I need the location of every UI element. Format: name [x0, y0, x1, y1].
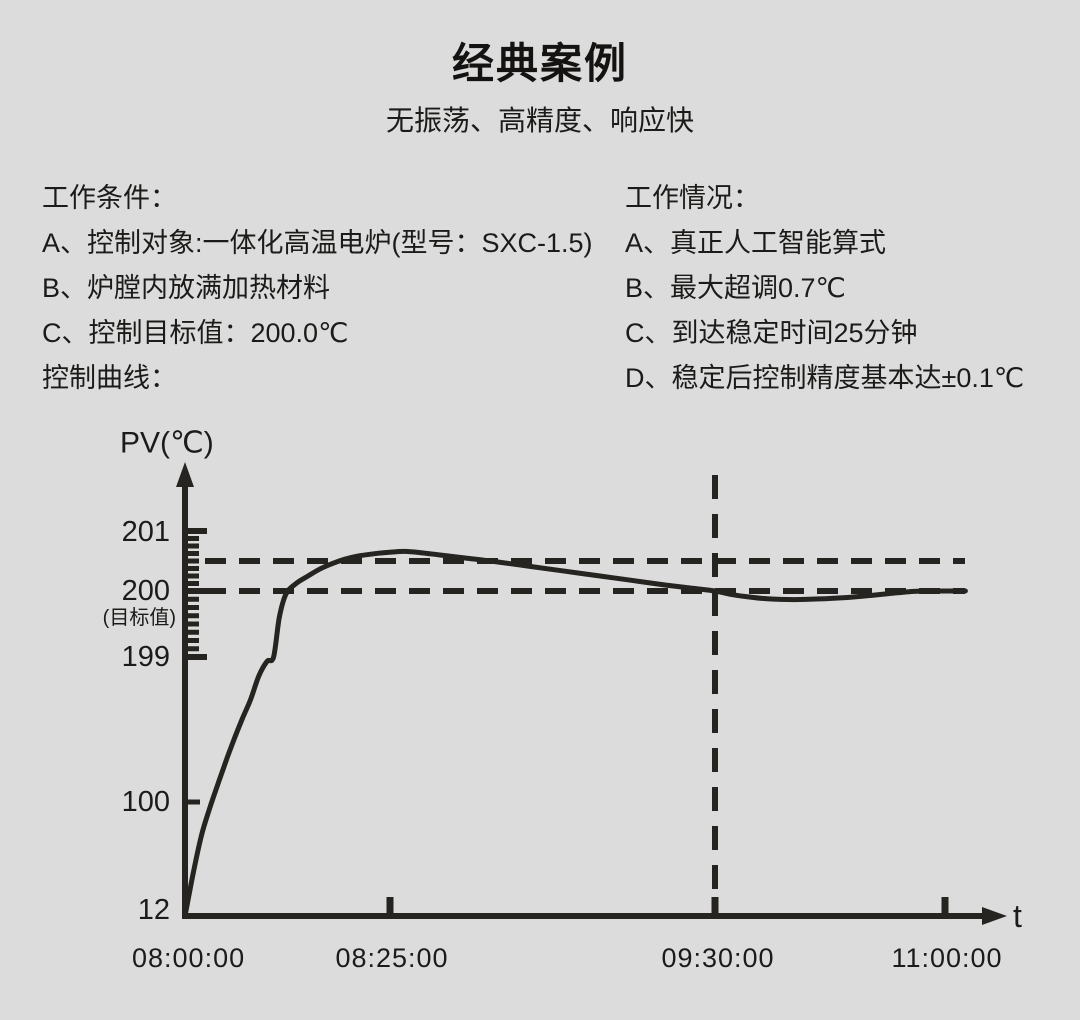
x-axis-title: t: [1013, 898, 1022, 934]
x-tick-label-1: 08:25:00: [335, 943, 448, 973]
condition-item-b: B、炉膛内放满加热材料: [42, 273, 331, 303]
working-results-heading: 工作情况：: [625, 183, 760, 213]
x-tick-label-3: 11:00:00: [891, 943, 1002, 973]
y-tick-label-12: 12: [138, 894, 170, 926]
x-axis-arrow: [982, 907, 1007, 925]
working-conditions-heading: 工作条件：: [42, 183, 177, 213]
y-tick-label-201: 201: [122, 516, 170, 548]
working-results-block: 工作情况： A、真正人工智能算式 B、最大超调0.7℃ C、到达稳定时间25分钟…: [625, 176, 1024, 401]
page-title: 经典案例: [451, 40, 628, 87]
working-conditions-block: 工作条件： A、控制对象:一体化高温电炉(型号：SXC-1.5) B、炉膛内放满…: [42, 176, 593, 401]
x-tick-label-2: 09:30:00: [661, 943, 774, 973]
page-subtitle: 无振荡、高精度、响应快: [385, 105, 694, 136]
condition-item-a: A、控制对象:一体化高温电炉(型号：SXC-1.5): [42, 228, 593, 258]
y-axis-title: PV(℃): [120, 427, 214, 460]
control-curve-label: 控制曲线：: [42, 363, 177, 393]
target-value-note: (目标值): [103, 606, 176, 629]
result-item-d: D、稳定后控制精度基本达±0.1℃: [625, 363, 1025, 393]
result-item-a: A、真正人工智能算式: [625, 228, 887, 258]
result-item-c: C、到达稳定时间25分钟: [625, 318, 918, 348]
y-axis-arrow: [176, 462, 194, 487]
condition-item-c: C、控制目标值：200.0℃: [42, 318, 349, 348]
result-item-b: B、最大超调0.7℃: [625, 273, 846, 303]
y-tick-label-200: 200: [122, 575, 170, 607]
x-tick-label-0: 08:00:00: [132, 943, 245, 973]
y-tick-label-199: 199: [122, 641, 170, 673]
pv-curve: [182, 548, 968, 919]
y-tick-label-100: 100: [122, 786, 170, 818]
